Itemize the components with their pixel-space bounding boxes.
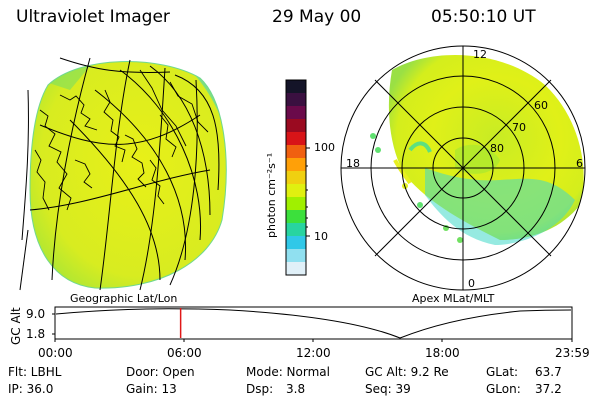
gc-alt-info: GC Alt: 9.2 Re: [365, 365, 449, 379]
glon-value: 37.2: [535, 382, 562, 396]
timeline-xtick-2: 12:00: [296, 346, 331, 360]
time-label: 05:50:10 UT: [431, 7, 536, 27]
ip-info: IP: 36.0: [8, 382, 54, 396]
dsp-value: 3.8: [286, 382, 306, 396]
timeline-xtick-0: 00:00: [38, 346, 73, 360]
lat-label-80: 80: [490, 142, 504, 155]
colorbar-swatch: [286, 106, 306, 120]
mlt-label-6: 6: [576, 157, 583, 170]
colorbar-swatch: [286, 223, 306, 237]
colorbar-unit-label: photon cm⁻²s⁻¹: [265, 152, 278, 238]
timeline-ytick-top: 9.0: [26, 307, 46, 321]
timeline-xtick-4: 23:59: [555, 346, 590, 360]
timeline-xtick-3: 18:00: [425, 346, 460, 360]
timeline-ylabel: GC Alt: [9, 307, 23, 345]
colorbar-swatch: [286, 145, 306, 159]
colorbar-swatch: [286, 119, 306, 133]
colorbar-swatch: [286, 132, 306, 146]
left-panel-caption: Geographic Lat/Lon: [70, 292, 178, 305]
colorbar-swatch: [286, 158, 306, 172]
colorbar-swatch: [286, 262, 306, 276]
colorbar-swatch: [286, 80, 306, 94]
glat-value: 63.7: [535, 365, 562, 379]
lat-label-60: 60: [534, 99, 548, 112]
seq-info: Seq: 39: [365, 382, 411, 396]
dsp-label: Dsp:: [246, 382, 274, 396]
mlt-label-12: 12: [473, 48, 487, 61]
mlt-label-18: 18: [346, 157, 360, 170]
colorbar-swatch: [286, 197, 306, 211]
right-panel-caption: Apex MLat/MLT: [412, 292, 495, 305]
colorbar-tick-10: 10: [314, 230, 328, 243]
lat-label-70: 70: [512, 121, 526, 134]
glat-label: GLat:: [486, 365, 519, 379]
filter-info: Flt: LBHL: [8, 365, 62, 379]
colorbar-swatch: [286, 93, 306, 107]
gain-info: Gain: 13: [126, 382, 177, 396]
colorbar-tick-100: 100: [314, 141, 335, 154]
glon-label: GLon:: [486, 382, 521, 396]
colorbar-swatch: [286, 184, 306, 198]
colorbar-swatch: [286, 249, 306, 263]
mlt-label-0: 0: [468, 277, 475, 290]
colorbar-swatch: [286, 171, 306, 185]
colorbar-swatch: [286, 210, 306, 224]
timeline-xtick-1: 06:00: [167, 346, 202, 360]
date-label: 29 May 00: [272, 7, 362, 27]
instrument-title: Ultraviolet Imager: [16, 7, 170, 27]
timeline-ytick-bottom: 1.8: [26, 327, 46, 341]
mode-info: Mode: Normal: [246, 365, 330, 379]
colorbar-swatch: [286, 236, 306, 250]
door-info: Door: Open: [126, 365, 195, 379]
